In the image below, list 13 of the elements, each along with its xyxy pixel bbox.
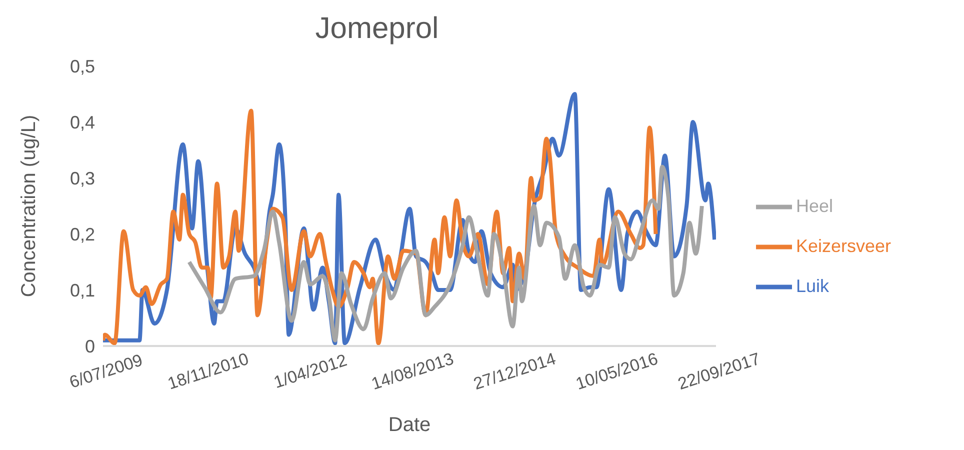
y-tick-label: 0,4 [70, 112, 95, 132]
y-tick-label: 0,1 [70, 280, 95, 300]
x-axis-title: Date [388, 414, 431, 436]
legend-label: Heel [796, 196, 834, 216]
chart-title: Jomeprol [314, 11, 440, 46]
y-tick-label: 0,5 [70, 56, 95, 76]
y-axis-title: Concentration (ug/L) [18, 114, 40, 298]
legend-label: Luik [796, 276, 830, 296]
y-tick-label: 0 [84, 336, 95, 356]
line-series [187, 164, 704, 342]
legend-label: Keizersveer [796, 236, 892, 256]
y-tick-label: 0,2 [70, 224, 95, 244]
y-tick-label: 0,3 [70, 168, 95, 188]
